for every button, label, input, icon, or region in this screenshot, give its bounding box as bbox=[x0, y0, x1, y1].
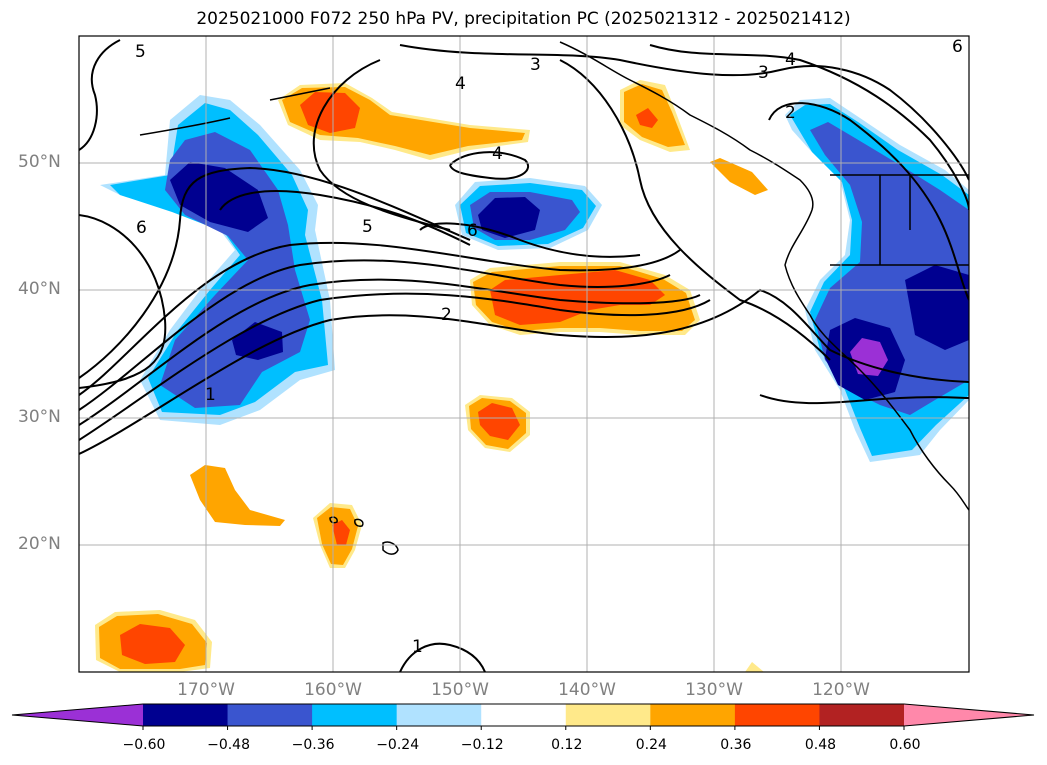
pv-contour bbox=[79, 278, 701, 426]
lat-label-40n: 40°N bbox=[18, 279, 61, 299]
precip-pos-gulf-orange bbox=[624, 84, 685, 147]
precip-pos-subtrop-red bbox=[478, 403, 520, 440]
colorbar-tick-label: −0.36 bbox=[291, 737, 335, 753]
colorbar bbox=[11, 703, 1035, 730]
contour-labels: 5 3 4 3 4 2 6 4 6 5 6 2 1 1 bbox=[135, 37, 963, 657]
pv-contour bbox=[399, 642, 486, 672]
pv-contour bbox=[312, 59, 451, 231]
pv-contour bbox=[79, 241, 681, 396]
pv-contour bbox=[79, 39, 121, 151]
precip-neg-center-dark bbox=[478, 197, 540, 238]
colorbar-bin bbox=[227, 704, 313, 726]
coastline-islands bbox=[139, 87, 331, 136]
contour-label: 2 bbox=[441, 305, 452, 325]
pv-contour bbox=[399, 44, 969, 181]
lat-label-50n: 50°N bbox=[18, 152, 61, 172]
precipitation-fields bbox=[95, 80, 969, 672]
coastline-westcoast bbox=[784, 209, 969, 511]
precip-pos-gulf-red bbox=[636, 108, 658, 128]
map-frame bbox=[78, 35, 970, 673]
colorbar-tick-label: −0.48 bbox=[207, 737, 250, 753]
pv-contour bbox=[449, 151, 529, 180]
pv-contour bbox=[768, 102, 969, 301]
colorbar-bin bbox=[650, 704, 736, 726]
precip-pos-aleutian-red bbox=[300, 92, 360, 133]
state-borders bbox=[830, 174, 969, 266]
colorbar-tick-label: 0.60 bbox=[889, 737, 921, 753]
precip-neg-east-purple bbox=[850, 338, 888, 376]
pv-contour bbox=[559, 59, 831, 361]
colorbar-tick-label: 0.36 bbox=[720, 737, 752, 753]
coastlines bbox=[139, 41, 969, 555]
colorbar-bin bbox=[481, 704, 567, 726]
precip-pos-bottom-tiny bbox=[745, 662, 764, 672]
colorbar-extend-max bbox=[904, 704, 1034, 726]
colorbar-bin bbox=[734, 704, 820, 726]
colorbar-bin bbox=[312, 704, 398, 726]
colorbar-extend-min bbox=[12, 704, 143, 726]
contour-label: 6 bbox=[136, 218, 147, 238]
pv-contour bbox=[79, 166, 471, 379]
colorbar-tick-label: −0.60 bbox=[122, 737, 166, 753]
colorbar-tick-label: 0.24 bbox=[635, 737, 667, 753]
lat-label-20n: 20°N bbox=[18, 534, 61, 554]
colorbar-tick-label: −0.24 bbox=[376, 737, 420, 753]
lon-label-130w: 130°W bbox=[685, 680, 743, 700]
lat-label-30n: 30°N bbox=[18, 407, 61, 427]
colorbar-bin bbox=[819, 704, 905, 726]
pv-contour bbox=[79, 292, 711, 441]
contour-label: 5 bbox=[362, 217, 373, 237]
contour-label: 3 bbox=[530, 55, 541, 75]
lon-label-140w: 140°W bbox=[558, 680, 616, 700]
precip-pos-center-red bbox=[490, 270, 665, 325]
colorbar-bin bbox=[396, 704, 482, 726]
contour-label: 1 bbox=[412, 637, 423, 657]
contour-label: 6 bbox=[467, 221, 478, 241]
pv-contours bbox=[79, 39, 969, 672]
precip-pos-hawaii-red bbox=[332, 520, 350, 545]
colorbar-bin bbox=[565, 704, 651, 726]
contour-label: 4 bbox=[492, 144, 503, 164]
coastline-alaska bbox=[559, 41, 814, 211]
precip-pos-small-strip bbox=[710, 158, 768, 195]
colorbar-tick-label: 0.48 bbox=[804, 737, 837, 753]
island-hawaii-big bbox=[382, 541, 399, 555]
pv-contour bbox=[79, 259, 671, 411]
pv-contour bbox=[79, 288, 969, 455]
lon-label-120w: 120°W bbox=[812, 680, 870, 700]
precip-neg-east-dark1 bbox=[905, 265, 969, 350]
colorbar-bin bbox=[143, 704, 229, 726]
contour-label: 5 bbox=[135, 42, 146, 62]
lon-label-170w: 170°W bbox=[177, 680, 235, 700]
contour-label: 3 bbox=[758, 63, 769, 83]
island-hawaii-2 bbox=[354, 518, 364, 527]
lon-label-150w: 150°W bbox=[431, 680, 489, 700]
contour-label: 2 bbox=[785, 103, 796, 123]
pv-contour bbox=[419, 222, 641, 258]
pv-contour bbox=[79, 214, 167, 389]
pv-contour bbox=[219, 189, 471, 246]
contour-label: 1 bbox=[205, 385, 216, 405]
precip-neg-west-dark1 bbox=[170, 162, 268, 232]
precip-pos-hawaii-north bbox=[190, 465, 285, 526]
contour-label: 6 bbox=[952, 37, 963, 57]
contour-label: 4 bbox=[785, 50, 796, 70]
colorbar-tick-label: 0.12 bbox=[551, 737, 583, 753]
figure-title: 2025021000 F072 250 hPa PV, precipitatio… bbox=[196, 9, 851, 29]
precip-pos-southwest-red bbox=[120, 624, 185, 664]
gridlines bbox=[79, 36, 969, 672]
lon-label-160w: 160°W bbox=[304, 680, 362, 700]
colorbar-tick-label: −0.12 bbox=[460, 737, 504, 753]
contour-label: 4 bbox=[455, 74, 466, 94]
pv-contour bbox=[759, 394, 969, 405]
